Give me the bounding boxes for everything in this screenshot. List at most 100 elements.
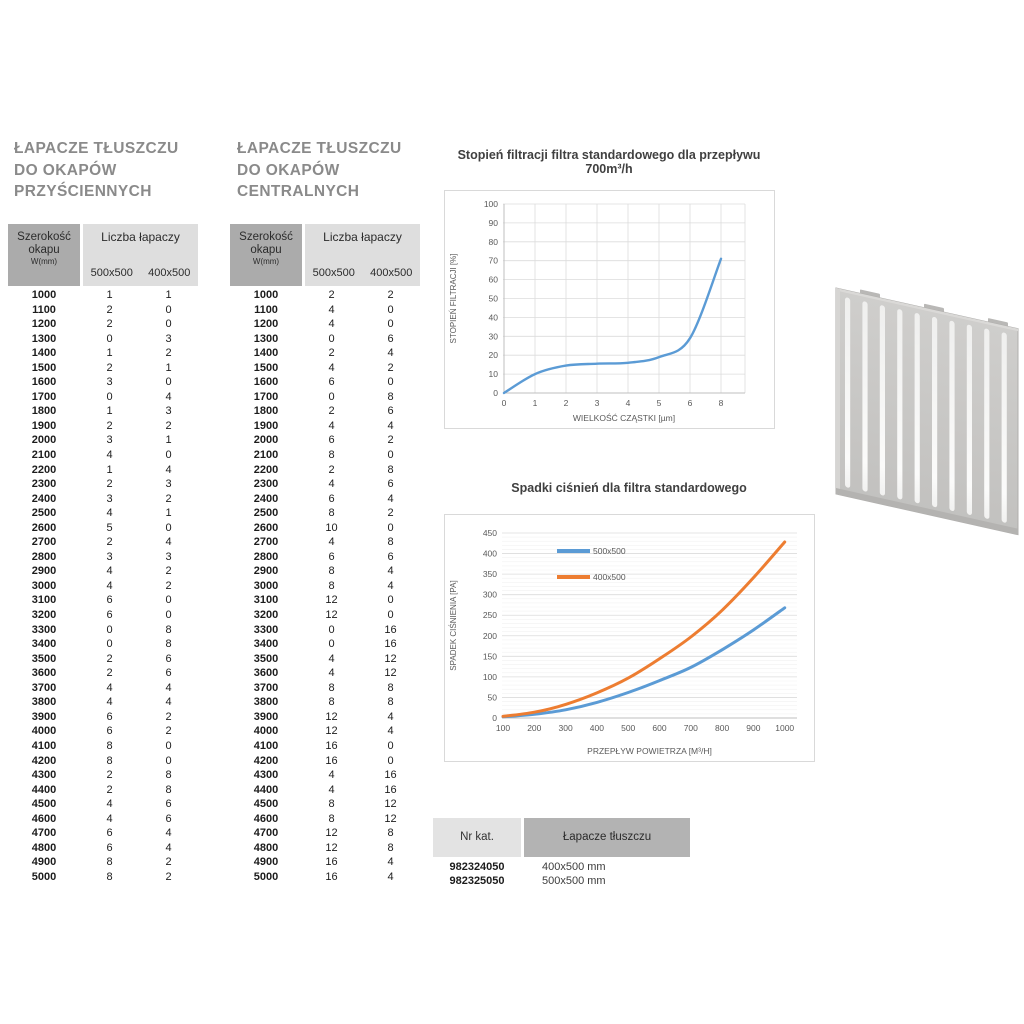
table-cell: 2400	[253, 492, 279, 505]
table-cell: 1400	[253, 347, 279, 360]
svg-text:70: 70	[489, 256, 499, 266]
table-row: 3400 0 8	[8, 637, 198, 652]
pressure-drop-chart: 0 50 100 150 200 250 300 350 400 450 100 200 300 400 5…	[444, 514, 815, 762]
table-row: 2100 4 0	[8, 448, 198, 463]
table-cell: 1	[106, 289, 113, 301]
table-row: 1600 6 0	[230, 375, 420, 390]
svg-text:10: 10	[489, 369, 499, 379]
table-cell: 6	[165, 667, 172, 680]
table-row: 4700 6 4	[8, 826, 198, 841]
table-cell: 12	[384, 798, 397, 811]
table-cell: 3600	[31, 667, 57, 680]
table-cell: 0	[387, 376, 394, 389]
filtration-chart-title: Stopień filtracji filtra standardowego d…	[457, 148, 761, 176]
table-cell: 0	[165, 609, 172, 622]
table-cell: 8	[328, 681, 335, 694]
table-cell: 2	[106, 652, 113, 665]
svg-text:100: 100	[484, 199, 498, 209]
table-row: 3300 0 16	[230, 623, 420, 638]
table-row: 1700 0 4	[8, 390, 198, 405]
svg-text:PRZEPŁYW POWIETRZA [M³/H]: PRZEPŁYW POWIETRZA [M³/H]	[587, 746, 712, 756]
series-line-filtr-standardowy	[502, 257, 723, 395]
table-cell: 4500	[253, 798, 279, 811]
table-cell: 3400	[253, 638, 279, 651]
table-row: 1200 2 0	[8, 317, 198, 332]
table-cell: 8	[328, 812, 335, 825]
table-cell: 4700	[253, 827, 279, 840]
svg-text:800: 800	[715, 723, 729, 733]
table-row: 1300 0 3	[8, 332, 198, 347]
table-row: 3800 4 4	[8, 695, 198, 710]
table-row: 3700 8 8	[230, 681, 420, 696]
table-cell: 3	[165, 332, 172, 345]
table-cell: 500x500 mm	[542, 874, 606, 887]
catalog-header: Nr kat. Łapacze tłuszczu	[433, 818, 690, 857]
table-row: 3500 2 6	[8, 652, 198, 667]
table-cell: 2	[328, 405, 335, 418]
table-cell: 6	[387, 332, 394, 345]
table-row: 3100 6 0	[8, 593, 198, 608]
svg-text:0: 0	[502, 398, 507, 408]
table-cell: 2700	[253, 536, 279, 549]
table-cell: 8	[387, 536, 394, 549]
table-row: 2500 4 1	[8, 506, 198, 521]
table-cell: 3100	[253, 594, 279, 607]
svg-text:400x500: 400x500	[593, 572, 626, 582]
size-col-500x500: 500x500	[312, 267, 355, 279]
table-cell: 4	[387, 492, 394, 505]
table-cell: 6	[387, 478, 394, 491]
table-cell: 4900	[253, 856, 279, 869]
table-cell: 0	[328, 332, 335, 345]
table-cell: 2600	[31, 521, 57, 534]
table-cell: 4400	[31, 783, 57, 796]
table-cell: 1800	[31, 405, 57, 418]
table-cell: 4	[387, 579, 394, 592]
svg-text:40: 40	[489, 312, 499, 322]
table-row: 4900 8 2	[8, 855, 198, 870]
table-cell: 0	[387, 449, 394, 462]
table-cell: 1700	[31, 390, 57, 403]
table-cell: 8	[387, 841, 394, 854]
central-hoods-table: Szerokość okapu W(mm) Liczba łapaczy 500…	[230, 224, 420, 884]
table-cell: 4	[387, 856, 394, 869]
table-row: 2600 5 0	[8, 521, 198, 536]
table-cell: 982324050	[449, 861, 505, 873]
table-cell: 12	[384, 812, 397, 825]
svg-text:0: 0	[493, 388, 498, 398]
table-cell: 1300	[253, 332, 279, 345]
table-cell: 2	[165, 579, 172, 592]
table-row: 3600 2 6	[8, 666, 198, 681]
table-cell: 0	[387, 521, 394, 534]
table-cell: 2	[165, 725, 172, 738]
table-cell: 4	[106, 565, 113, 578]
svg-text:200: 200	[483, 631, 497, 641]
table-row: 4100 16 0	[230, 739, 420, 754]
table-cell: 0	[106, 623, 113, 636]
table-cell: 1100	[32, 303, 56, 316]
svg-text:300: 300	[483, 590, 497, 600]
table-row: 4400 4 16	[230, 783, 420, 798]
table-row: 1100 4 0	[230, 303, 420, 318]
svg-text:400: 400	[590, 723, 604, 733]
table-cell: 2	[106, 478, 113, 491]
table-cell: 2	[165, 856, 172, 869]
table-cell: 1	[165, 507, 172, 520]
table-cell: 8	[106, 870, 113, 883]
table-cell: 6	[165, 798, 172, 811]
table-cell: 4200	[253, 754, 279, 767]
svg-text:50: 50	[488, 692, 498, 702]
table-cell: 2	[106, 361, 113, 374]
table-cell: 1	[106, 463, 113, 476]
table-cell: 5000	[253, 870, 279, 883]
table-row: 3700 4 4	[8, 681, 198, 696]
table-cell: 982325050	[449, 874, 505, 887]
table-cell: 0	[387, 303, 394, 316]
table-cell: 4	[328, 361, 335, 374]
table-cell: 3600	[253, 667, 279, 680]
svg-text:900: 900	[746, 723, 760, 733]
filtration-chart: 0 10 20 30 40 50 60 70 80 90 100 0 1 2 3 4 5 6 8 WIELKOŚĆ C…	[444, 190, 775, 429]
table-cell: 2	[106, 303, 113, 316]
table-row: 4100 8 0	[8, 739, 198, 754]
table-cell: 8	[106, 754, 113, 767]
